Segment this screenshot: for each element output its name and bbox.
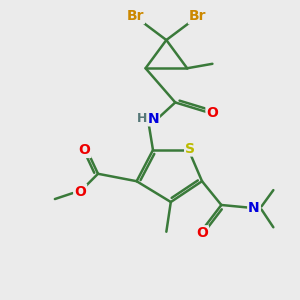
Text: O: O (79, 143, 91, 157)
Text: O: O (74, 184, 86, 199)
Text: Br: Br (126, 9, 144, 23)
Text: H: H (136, 112, 147, 125)
Text: O: O (196, 226, 208, 240)
Text: N: N (148, 112, 159, 126)
Text: Br: Br (189, 9, 206, 23)
Text: N: N (248, 201, 260, 215)
Text: O: O (206, 106, 218, 120)
Text: S: S (185, 142, 195, 155)
